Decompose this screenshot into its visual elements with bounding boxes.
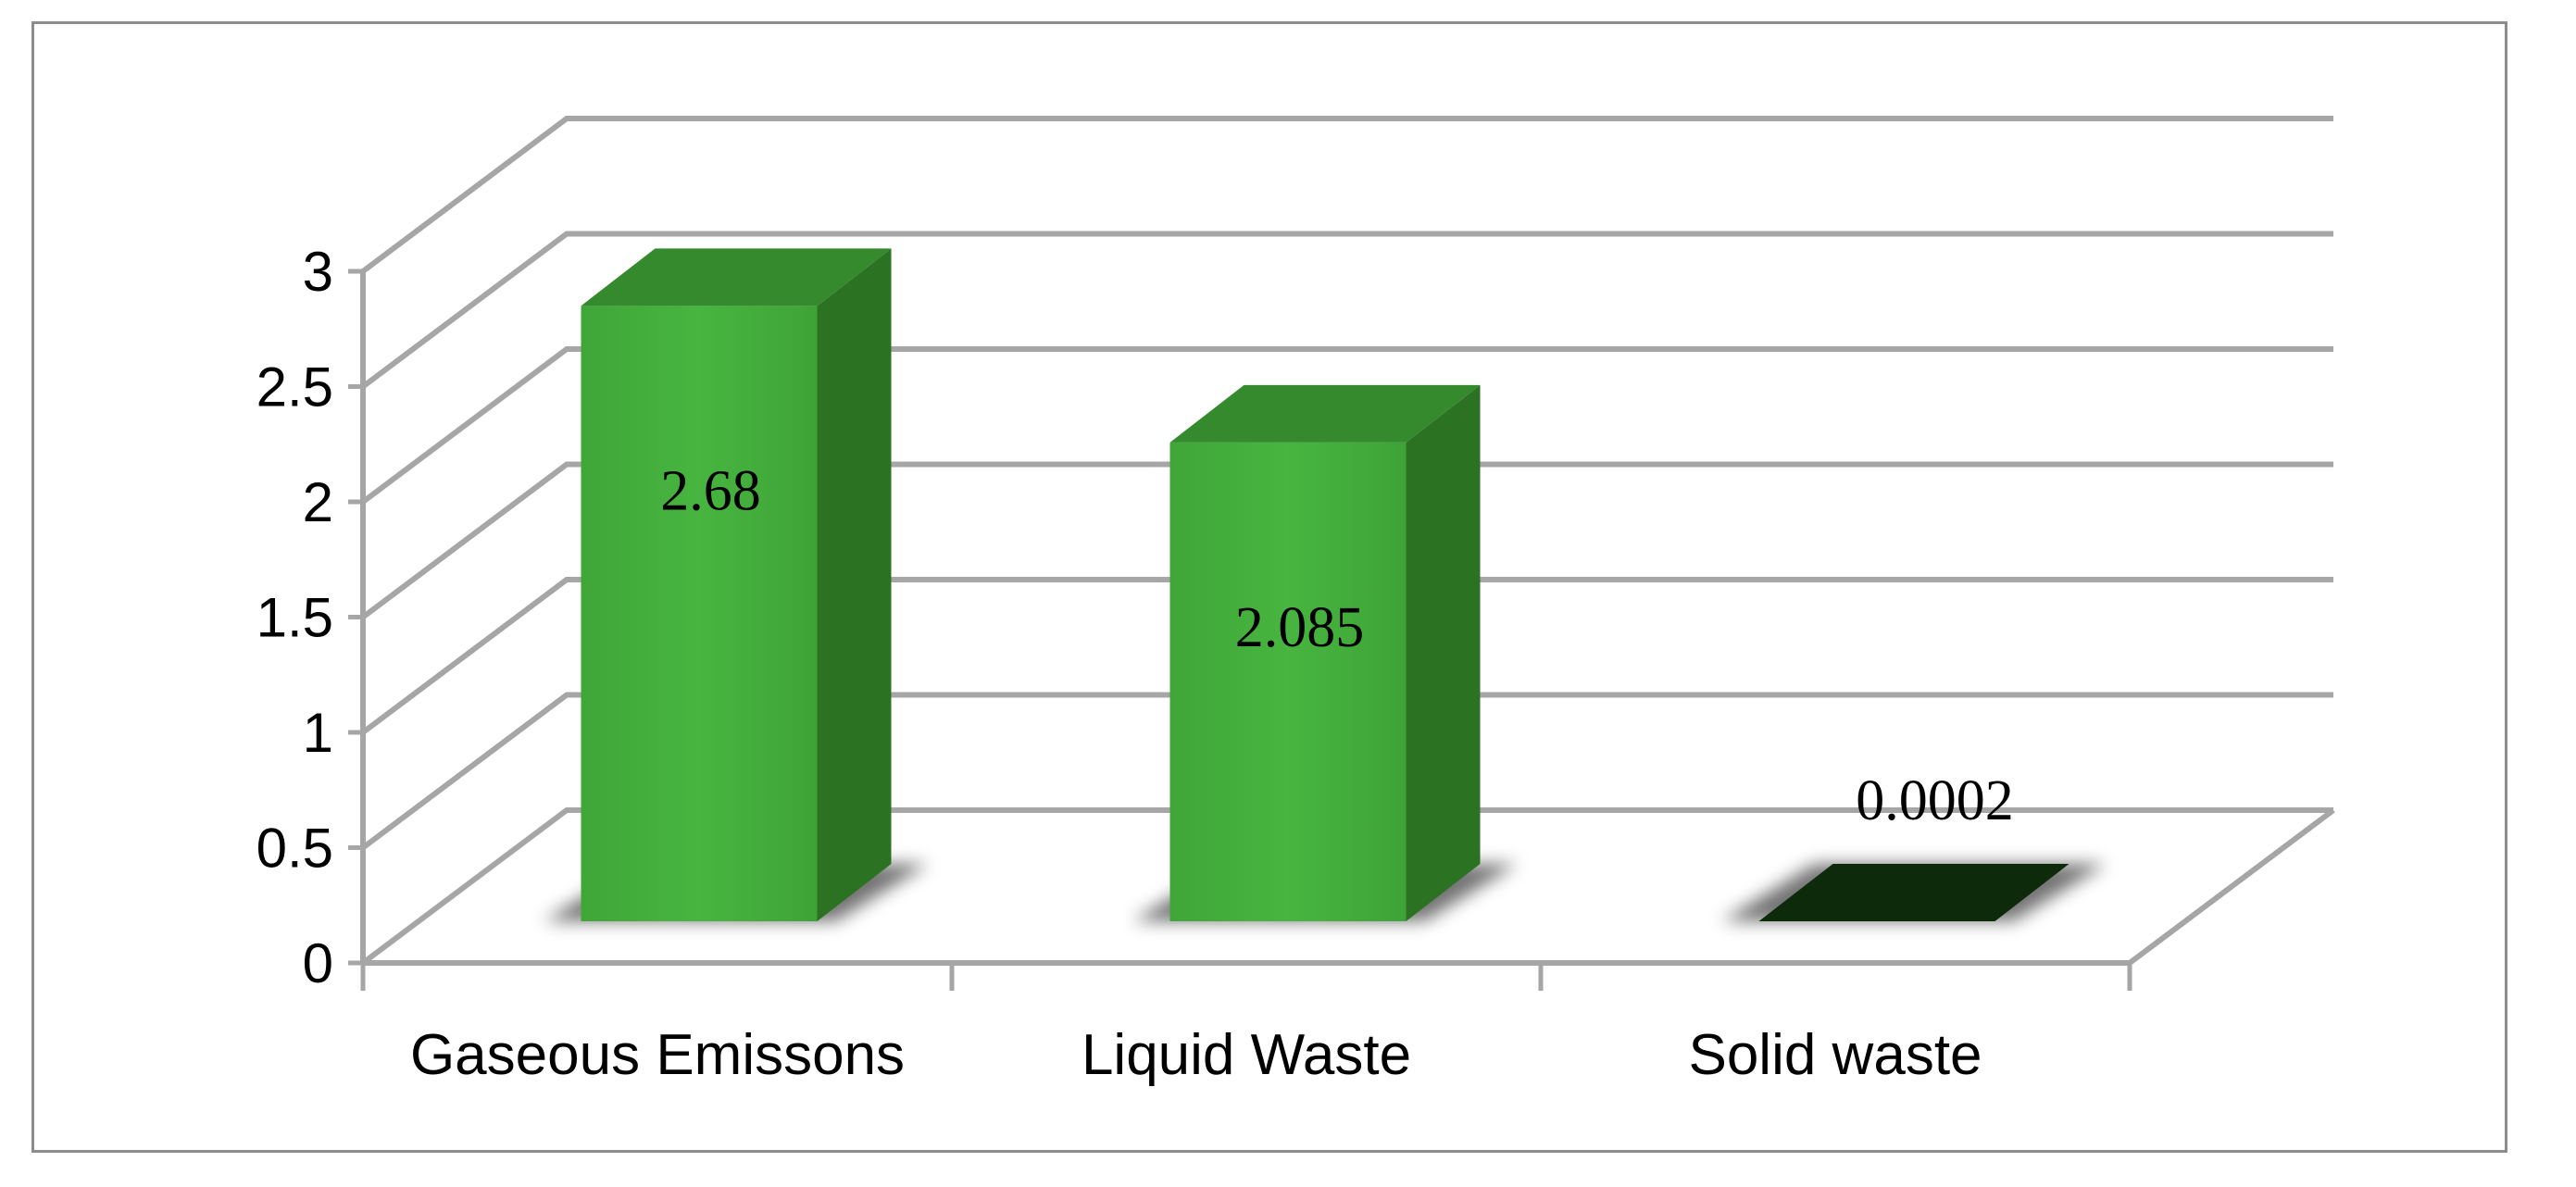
x-tick-label: Gaseous Emissons: [410, 1023, 905, 1087]
bar: [1169, 442, 1407, 921]
x-tick-label: Liquid Waste: [1082, 1023, 1411, 1087]
data-label: 2.085: [1235, 596, 1365, 659]
gridlines: [361, 116, 2333, 966]
floor-edge: [2128, 807, 2335, 966]
bar: [1758, 864, 2070, 921]
labels: 0 0.5 1 1.5 2 2.5 3 2.68 Gaseous Emissons 2.085 Li…: [256, 241, 2014, 1087]
data-label: 0.0002: [1856, 769, 2014, 832]
gridline: [361, 116, 2333, 274]
gridline: [361, 231, 2333, 389]
y-tick-label: 0: [303, 932, 333, 994]
bar-side: [1406, 384, 1481, 921]
y-tick-label: 3: [303, 241, 333, 303]
bar-side: [817, 248, 892, 921]
gridline: [361, 692, 2333, 850]
bar-top: [1169, 384, 1481, 443]
gridline: [361, 577, 2333, 735]
gridline: [361, 461, 2333, 619]
data-label: 2.68: [660, 459, 761, 522]
y-tick-label: 1: [303, 702, 333, 764]
bar-top: [581, 248, 892, 306]
axes: [348, 269, 2335, 991]
bar: [581, 306, 818, 921]
gridline: [361, 807, 2333, 966]
y-tick-label: 0.5: [256, 818, 333, 880]
x-tick-label: Solid waste: [1688, 1023, 1982, 1087]
y-tick-label: 2: [303, 471, 333, 533]
y-tick-label: 1.5: [256, 587, 333, 649]
bars: [544, 248, 2107, 921]
y-tick-label: 2.5: [256, 356, 333, 419]
gridline: [361, 346, 2333, 505]
